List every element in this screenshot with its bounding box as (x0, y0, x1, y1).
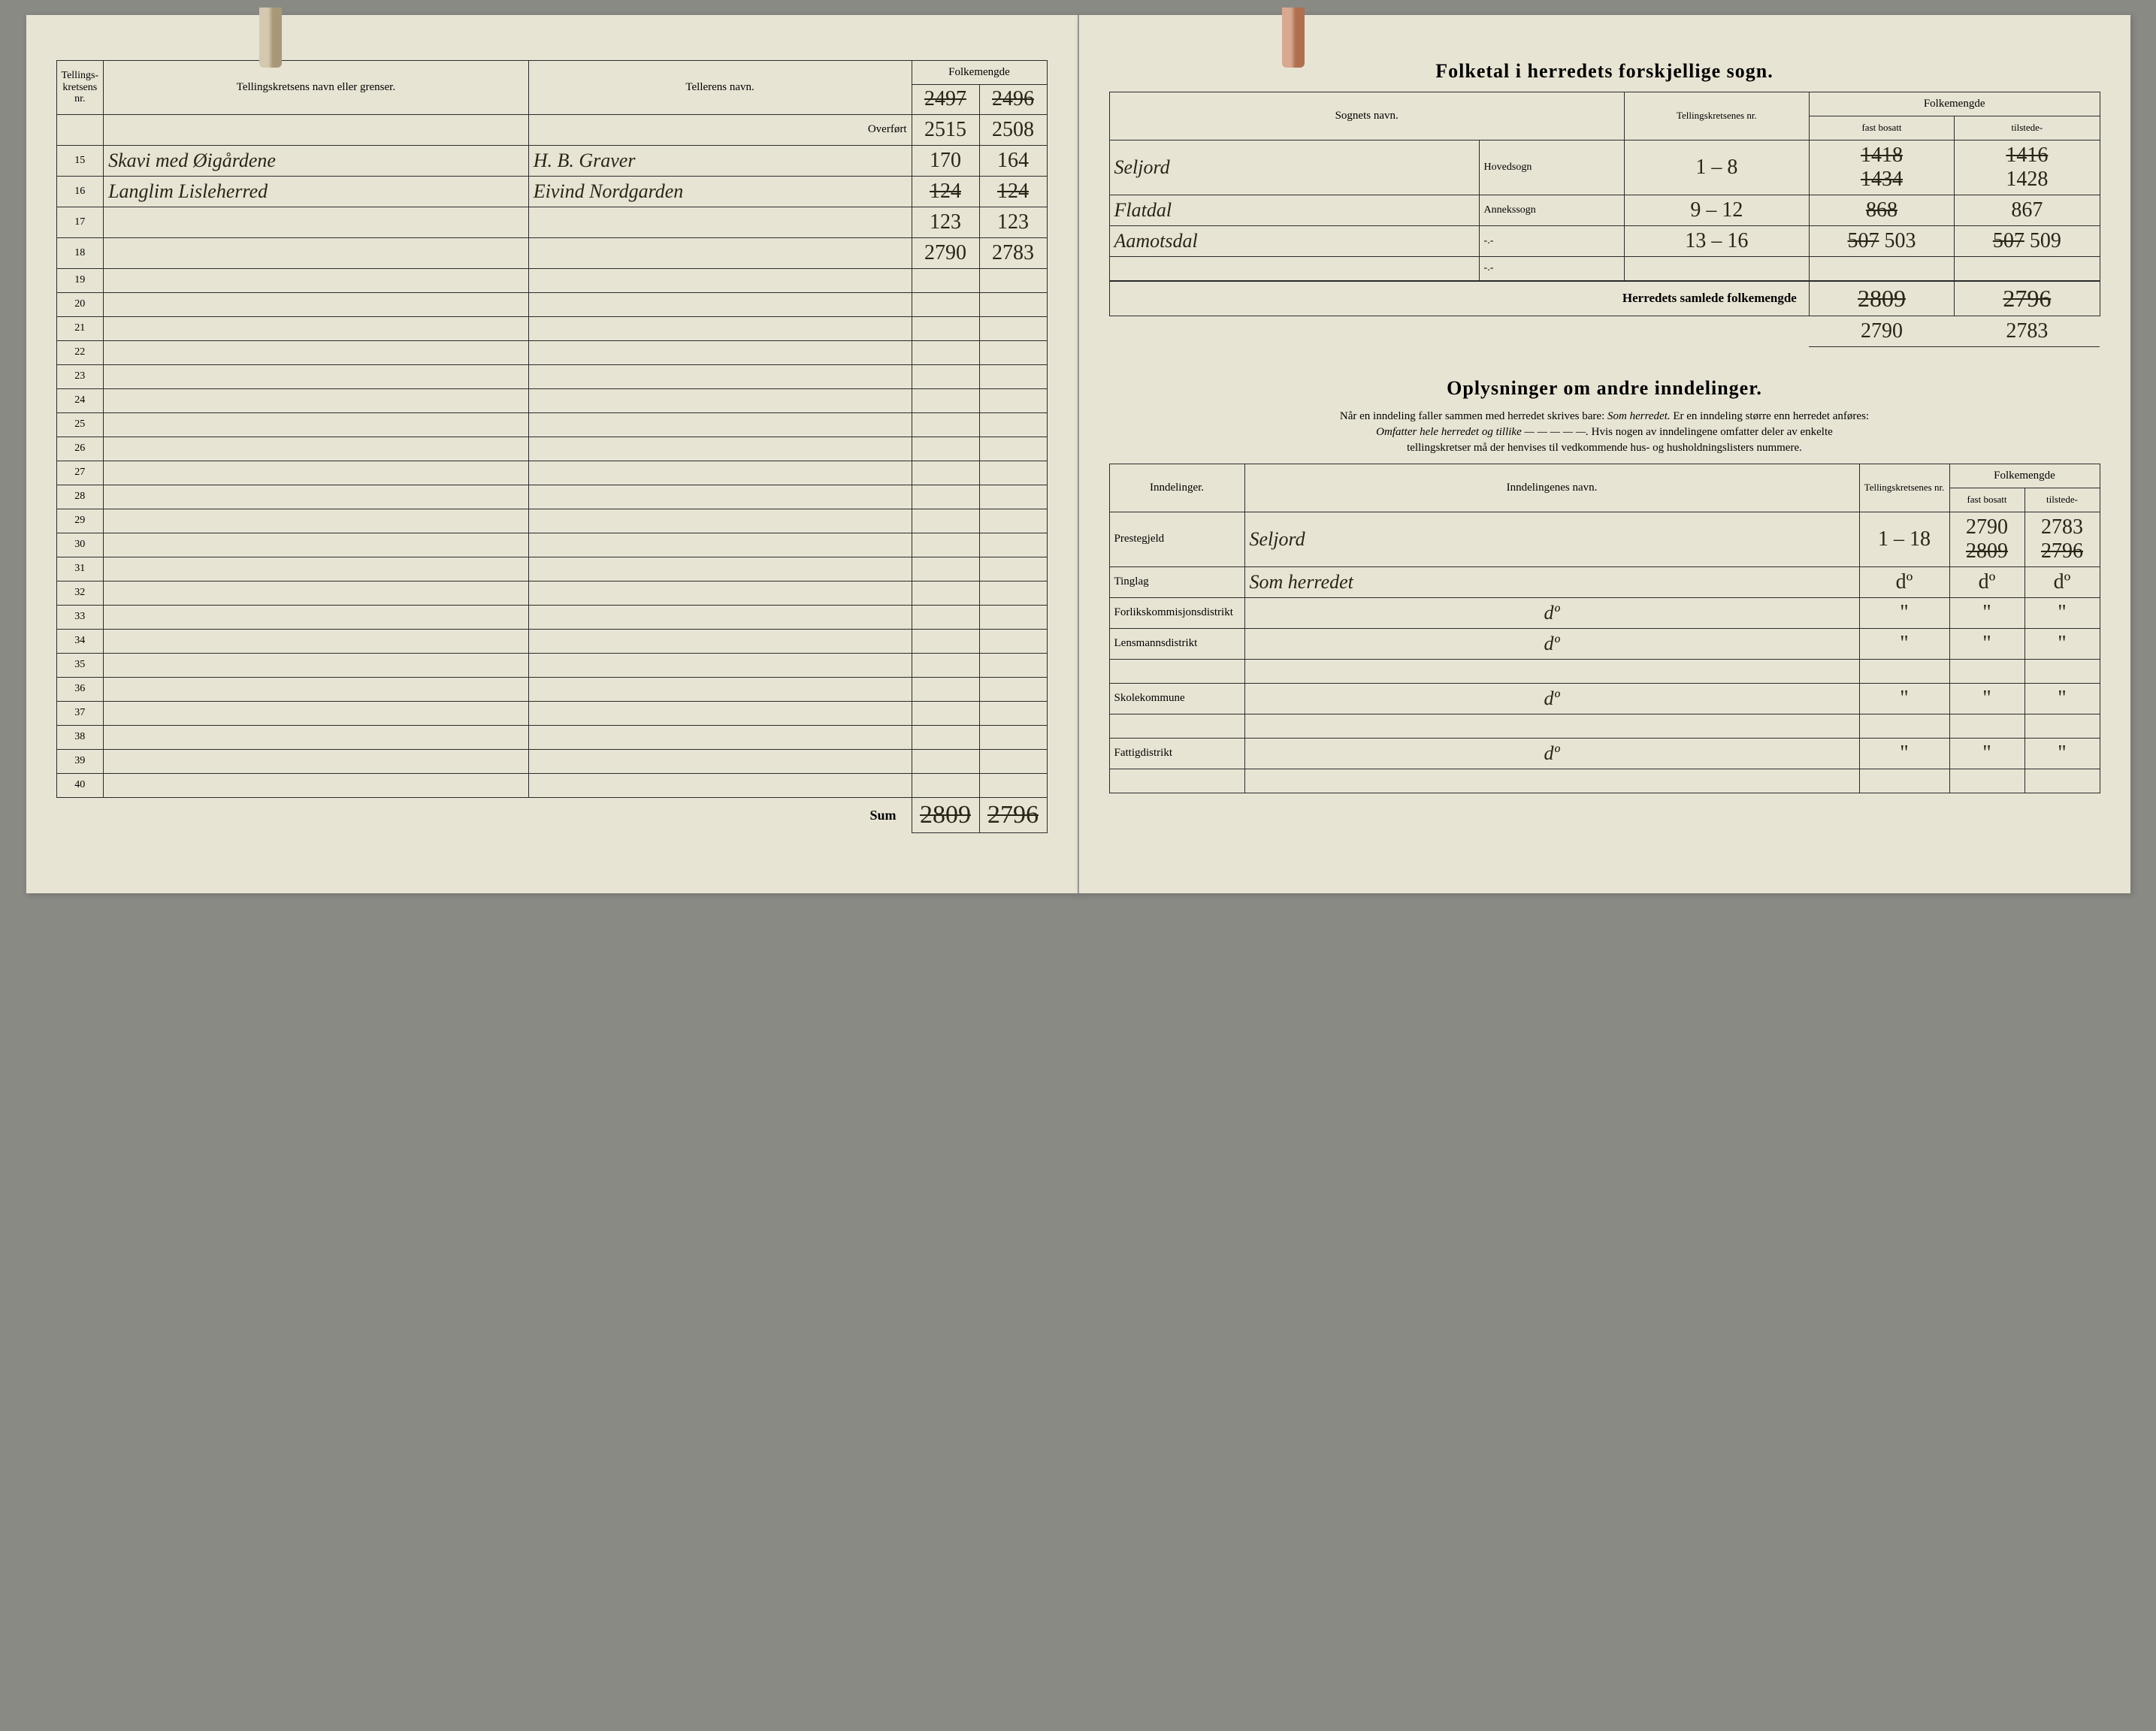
sogn-total-row: Herredets samlede folkemengde 2809 2796 (1109, 281, 2100, 316)
table-row: 30 (56, 533, 1047, 557)
table-row: Skolekommune dº " " " (1109, 683, 2100, 714)
col-krets-nr: Tellings- kretsens nr. (56, 61, 104, 115)
col-folkemengde: Folkemengde (912, 61, 1047, 85)
sogn-title: Folketal i herredets forskjellige sogn. (1109, 60, 2100, 83)
table-row: 25 (56, 412, 1047, 437)
table-row: 26 (56, 437, 1047, 461)
col-inndel-tilstede: tilstede- (2024, 488, 2100, 512)
census-districts-table: Tellings- kretsens nr. Tellingskretsens … (56, 60, 1048, 833)
overfort-row: Overført 2515 2508 (56, 114, 1047, 145)
col-sogn-navn: Sognets navn. (1109, 92, 1624, 140)
table-row: 20 (56, 292, 1047, 316)
table-row: Tinglag Som herredet dº dº dº (1109, 566, 2100, 597)
table-row: 19 (56, 268, 1047, 292)
table-row: 39 (56, 749, 1047, 773)
col-fast: 2497 (912, 85, 979, 115)
table-row: 27 (56, 461, 1047, 485)
table-row: 21 (56, 316, 1047, 340)
sum-row: Sum 2809 2796 (56, 797, 1047, 832)
inndelinger-table: Inndelinger. Inndelingenes navn. Telling… (1109, 464, 2100, 793)
right-page: Folketal i herredets forskjellige sogn. … (1078, 15, 2130, 893)
sogn-table: Sognets navn. Tellingskretsenes nr. Folk… (1109, 92, 2100, 347)
col-tilstede: 2496 (979, 85, 1047, 115)
table-row: Flatdal Annekssogn 9 – 12 868 867 (1109, 195, 2100, 226)
sogn-below-row: 2790 2783 (1109, 316, 2100, 346)
table-row: 22 (56, 340, 1047, 364)
col-inndel-fast: fast bosatt (1949, 488, 2024, 512)
col-sogn-kretser: Tellingskretsenes nr. (1624, 92, 1809, 140)
table-row: 28 (56, 485, 1047, 509)
col-inndel-navn: Inndelingenes navn. (1244, 464, 1859, 512)
districts-body: Overført 2515 2508 15 Skavi med Øigården… (56, 114, 1047, 832)
table-row: -.- (1109, 257, 2100, 281)
table-row: Forlikskommisjonsdistrikt dº " " " (1109, 597, 2100, 628)
table-row: Prestegjeld Seljord 1 – 18 27902809 2783… (1109, 512, 2100, 566)
table-row: 23 (56, 364, 1047, 388)
paperclip-icon (1282, 8, 1305, 68)
col-inndel-kretser: Tellingskretsenes nr. (1859, 464, 1949, 512)
col-inndel-folk: Folkemengde (1949, 464, 2100, 488)
table-row: 15 Skavi med Øigårdene H. B. Graver 170 … (56, 145, 1047, 176)
col-sogn-folk: Folkemengde (1809, 92, 2100, 116)
total-label: Herredets samlede folkemengde (1109, 281, 1809, 316)
table-row: Lensmannsdistrikt dº " " " (1109, 628, 2100, 659)
left-page: Tellings- kretsens nr. Tellingskretsens … (26, 15, 1078, 893)
col-sogn-fast: fast bosatt (1809, 116, 1954, 140)
table-row: 17 123 123 (56, 207, 1047, 237)
table-row: 33 (56, 605, 1047, 629)
table-row: Aamotsdal -.- 13 – 16 507 503 507 509 (1109, 226, 2100, 257)
table-row (1109, 769, 2100, 793)
table-row: 16 Langlim Lisleherred Eivind Nordgarden… (56, 176, 1047, 207)
table-row: Seljord Hovedsogn 1 – 8 14181434 1416142… (1109, 140, 2100, 195)
table-row: 37 (56, 701, 1047, 725)
table-row: Fattigdistrikt dº " " " (1109, 738, 2100, 769)
table-row: 40 (56, 773, 1047, 797)
table-row: 38 (56, 725, 1047, 749)
table-row: 32 (56, 581, 1047, 605)
table-row: 36 (56, 677, 1047, 701)
col-inndel: Inndelinger. (1109, 464, 1244, 512)
oplys-note: Når en inndeling faller sammen med herre… (1109, 409, 2100, 456)
table-row: 29 (56, 509, 1047, 533)
table-row: 31 (56, 557, 1047, 581)
table-row: 18 2790 2783 (56, 237, 1047, 268)
col-krets-navn: Tellingskretsens navn eller grenser. (104, 61, 529, 115)
table-row: 34 (56, 629, 1047, 653)
col-teller: Tellerens navn. (528, 61, 912, 115)
paperclip-icon (259, 8, 282, 68)
table-row: 24 (56, 388, 1047, 412)
table-row (1109, 714, 2100, 738)
document-spread: Tellings- kretsens nr. Tellingskretsens … (26, 15, 2130, 893)
table-row: 35 (56, 653, 1047, 677)
oplys-title: Oplysninger om andre inndelinger. (1109, 377, 2100, 400)
table-row (1109, 659, 2100, 683)
col-sogn-tilstede: tilstede- (1955, 116, 2100, 140)
